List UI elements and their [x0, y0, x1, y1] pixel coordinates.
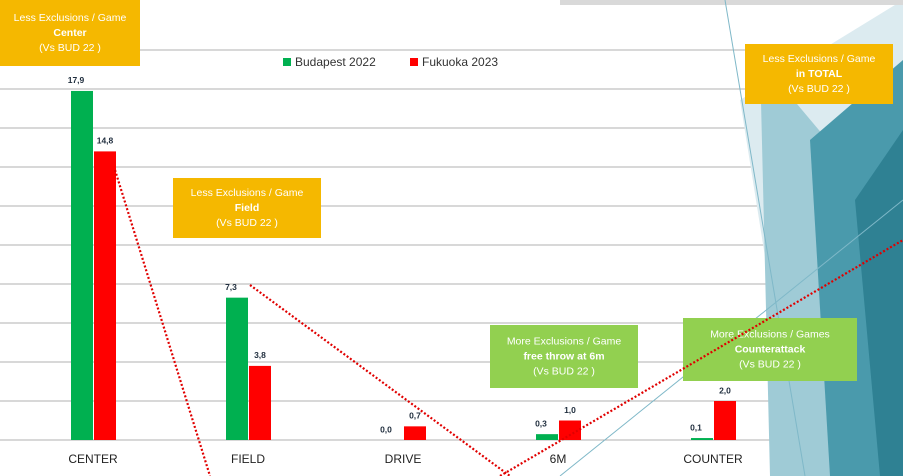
annotation-text: (Vs BUD 22 )	[788, 83, 850, 95]
x-tick-label: 6M	[550, 452, 567, 466]
annotation-box	[683, 318, 857, 381]
annotation-box	[173, 178, 321, 238]
annotation-text: (Vs BUD 22 )	[216, 217, 278, 229]
annotation-text: Counterattack	[735, 343, 806, 355]
data-label: 7,3	[225, 282, 237, 292]
bar	[404, 426, 426, 440]
bar	[226, 297, 248, 440]
annotation-text: More Exclusions / Games	[710, 328, 830, 340]
bar	[94, 151, 116, 440]
x-tick-label: DRIVE	[385, 452, 422, 466]
annotation-text: (Vs BUD 22 )	[39, 42, 101, 54]
legend-swatch	[410, 58, 418, 66]
annotation-text: More Exclusions / Game	[507, 335, 622, 347]
bar	[559, 420, 581, 440]
annotation-text: free throw at 6m	[523, 350, 604, 362]
legend-label: Budapest 2022	[295, 55, 376, 69]
dotted-arrow	[499, 239, 903, 476]
dotted-arrow	[249, 284, 511, 476]
bar	[536, 434, 558, 440]
deco-line	[724, 0, 806, 476]
data-label: 14,8	[97, 136, 114, 146]
data-label: 2,0	[719, 385, 731, 395]
annotation-text: Less Exclusions / Game	[763, 53, 876, 65]
bar	[714, 401, 736, 440]
annotation-text: Less Exclusions / Game	[191, 187, 304, 199]
x-tick-label: CENTER	[68, 452, 118, 466]
data-label: 17,9	[68, 75, 85, 85]
bar	[71, 90, 93, 440]
annotation-box	[490, 325, 638, 388]
data-label: 0,1	[690, 422, 702, 432]
annotation-box	[745, 44, 893, 104]
annotation-text: Center	[53, 27, 86, 39]
data-label: 1,0	[564, 405, 576, 415]
annotation-text: (Vs BUD 22 )	[533, 365, 595, 377]
dotted-arrow	[113, 169, 212, 476]
grid	[0, 49, 795, 441]
x-tick-label: COUNTER	[683, 452, 743, 466]
x-tick-label: FIELD	[231, 452, 265, 466]
data-label: 0,7	[409, 411, 421, 421]
data-label: 0,3	[535, 418, 547, 428]
annotation-box	[0, 0, 140, 66]
theme-shape	[855, 130, 903, 476]
legend-swatch	[283, 58, 291, 66]
annotation-text: Less Exclusions / Game	[14, 12, 127, 24]
table-fragment	[560, 0, 903, 5]
annotation-text: (Vs BUD 22 )	[739, 358, 801, 370]
bar	[249, 365, 271, 440]
data-label: 3,8	[254, 350, 266, 360]
data-label: 0,0	[380, 424, 392, 434]
annotation-text: in TOTAL	[796, 68, 843, 80]
legend-label: Fukuoka 2023	[422, 55, 498, 69]
bar	[691, 438, 713, 440]
annotation-text: Field	[235, 202, 260, 214]
